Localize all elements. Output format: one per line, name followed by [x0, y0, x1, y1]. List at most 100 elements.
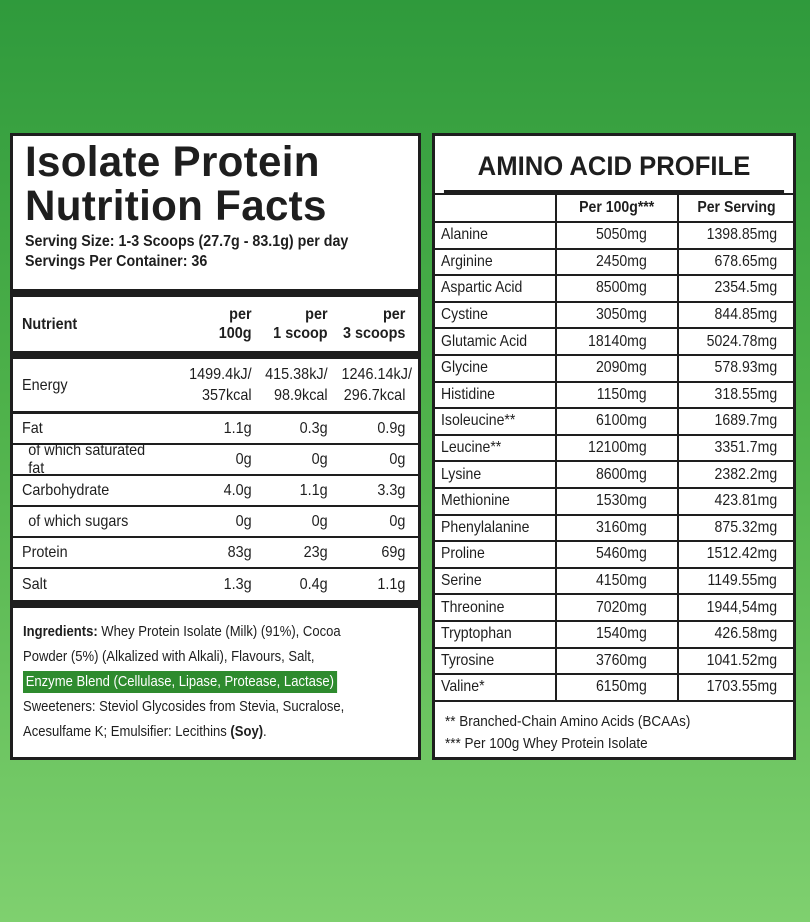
footnote-bcaa: ** Branched-Chain Amino Acids (BCAAs) [445, 712, 691, 730]
nutrition-cell: 1.1g [223, 419, 252, 437]
amino-cell: Arginine [435, 247, 557, 277]
header-per-100g: per 100g [218, 306, 252, 342]
header-per-3-scoops: per 3 scoops [342, 306, 406, 342]
amino-cell: Leucine** [435, 433, 557, 463]
nutrition-cell: 0g [235, 450, 252, 468]
nutrition-cell: 3.3g [377, 481, 406, 499]
amino-cell: Valine* [435, 673, 557, 702]
amino-cell: 2090mg [555, 353, 679, 383]
nutrition-cell: 0.9g [377, 419, 406, 437]
divider [13, 351, 418, 359]
header-per-1-scoop: per 1 scoop [273, 306, 328, 342]
nutrition-row: Carbohydrate 4.0g 1.1g 3.3g [13, 476, 418, 507]
amino-header-cell [435, 193, 557, 223]
amino-row: Tryptophan 1540mg 426.58mg [435, 619, 793, 649]
amino-row: Cystine 3050mg 844.85mg [435, 300, 793, 330]
amino-cell: 7020mg [555, 593, 679, 622]
ingredients: Ingredients: Whey Protein Isolate (Milk)… [23, 624, 345, 740]
amino-cell: 2354.5mg [677, 274, 793, 303]
servings-per-container: Servings Per Container: 36 [25, 253, 208, 270]
amino-row: Proline 5460mg 1512.42mg [435, 540, 793, 569]
amino-cell: Serine [435, 566, 557, 596]
amino-row: Valine* 6150mg 1703.55mg [435, 673, 793, 702]
header-nutrient: Nutrient [22, 315, 78, 333]
amino-row: Serine 4150mg 1149.55mg [435, 566, 793, 596]
amino-cell: 1944,54mg [677, 593, 793, 622]
nutrition-cell: Carbohydrate [22, 481, 110, 499]
amino-cell: 12100mg [555, 433, 679, 463]
amino-cell: Histidine [435, 380, 557, 410]
nutrition-cell: 0.3g [299, 419, 328, 437]
amino-cell: 875.32mg [677, 513, 793, 543]
nutrition-cell: 0g [235, 512, 252, 530]
amino-row: Leucine** 12100mg 3351.7mg [435, 433, 793, 463]
amino-cell: 8500mg [555, 274, 679, 303]
nutrition-title: Isolate Protein Nutrition Facts [25, 138, 327, 230]
amino-row: Glutamic Acid 18140mg 5024.78mg [435, 327, 793, 356]
amino-cell: Cystine [435, 300, 557, 330]
nutrition-row: Salt 1.3g 0.4g 1.1g [13, 569, 418, 600]
nutrition-cell: 0g [389, 450, 406, 468]
amino-cell: Methionine [435, 486, 557, 516]
nutrition-cell: 69g [381, 543, 406, 561]
amino-cell: 2382.2mg [677, 460, 793, 489]
amino-cell: 18140mg [555, 327, 679, 356]
ingredients-label: Ingredients: [23, 624, 98, 640]
nutrition-cell: Salt [22, 575, 47, 593]
amino-cell: Tyrosine [435, 646, 557, 676]
amino-cell: 678.65mg [677, 247, 793, 277]
amino-cell: Aspartic Acid [435, 274, 557, 303]
nutrition-row: Fat 1.1g 0.3g 0.9g [13, 414, 418, 445]
amino-header-cell: Per 100g*** [555, 193, 679, 223]
amino-row: Histidine 1150mg 318.55mg [435, 380, 793, 410]
nutrition-cell: of which saturated fat [28, 441, 146, 477]
amino-row: Lysine 8600mg 2382.2mg [435, 460, 793, 489]
amino-cell: 5460mg [555, 540, 679, 569]
allergen-soy: (Soy) [230, 724, 264, 740]
serving-size: Serving Size: 1-3 Scoops (27.7g - 83.1g)… [25, 233, 349, 250]
amino-cell: 1703.55mg [677, 673, 793, 702]
amino-cell: 1149.55mg [677, 566, 793, 596]
nutrition-row-energy: Energy 1499.4kJ/357kcal 415.38kJ/98.9kca… [13, 359, 418, 414]
amino-cell: 1530mg [555, 486, 679, 516]
amino-cell: Phenylalanine [435, 513, 557, 543]
nutrition-cell: of which sugars [28, 512, 129, 530]
nutrition-header-row: Nutrient per 100g per 1 scoop per 3 scoops [13, 297, 418, 351]
amino-cell: 6100mg [555, 407, 679, 436]
nutrition-row: Protein 83g 23g 69g [13, 538, 418, 569]
nutrition-cell: 23g [303, 543, 328, 561]
nutrition-cell: Protein [22, 543, 68, 561]
amino-cell: 844.85mg [677, 300, 793, 330]
amino-row: Methionine 1530mg 423.81mg [435, 486, 793, 516]
amino-cell: 3050mg [555, 300, 679, 330]
nutrition-row: of which saturated fat 0g 0g 0g [13, 441, 418, 477]
amino-cell: Proline [435, 540, 557, 569]
amino-cell: Threonine [435, 593, 557, 622]
divider [13, 600, 418, 608]
amino-cell: 318.55mg [677, 380, 793, 410]
amino-cell: 423.81mg [677, 486, 793, 516]
amino-cell: Isoleucine** [435, 407, 557, 436]
nutrition-cell: 0.4g [299, 575, 328, 593]
amino-cell: 1689.7mg [677, 407, 793, 436]
amino-cell: Lysine [435, 460, 557, 489]
amino-acid-table: Per 100g*** Per Serving Alanine 5050mg 1398.… [435, 193, 793, 702]
amino-cell: 2450mg [555, 247, 679, 277]
amino-cell: 1512.42mg [677, 540, 793, 569]
nutrition-cell: Fat [22, 419, 43, 437]
amino-cell: 4150mg [555, 566, 679, 596]
amino-cell: 426.58mg [677, 619, 793, 649]
nutrition-cell: 83g [227, 543, 252, 561]
divider [13, 289, 418, 297]
footnote-per-100g: *** Per 100g Whey Protein Isolate [445, 734, 648, 752]
amino-cell: 1540mg [555, 619, 679, 649]
amino-footnotes: ** Branched-Chain Amino Acids (BCAAs) **… [435, 702, 793, 764]
nutrition-cell: 4.0g [223, 481, 252, 499]
amino-row: Glycine 2090mg 578.93mg [435, 353, 793, 383]
amino-cell: Tryptophan [435, 619, 557, 649]
amino-row: Aspartic Acid 8500mg 2354.5mg [435, 274, 793, 303]
amino-row: Isoleucine** 6100mg 1689.7mg [435, 407, 793, 436]
nutrition-cell: 1.3g [223, 575, 252, 593]
amino-cell: Glutamic Acid [435, 327, 557, 356]
nutrition-cell: 0g [389, 512, 406, 530]
